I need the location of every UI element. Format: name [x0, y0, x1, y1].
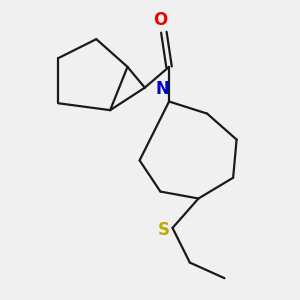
- Text: O: O: [153, 11, 167, 29]
- Text: N: N: [155, 80, 169, 98]
- Text: S: S: [158, 221, 170, 239]
